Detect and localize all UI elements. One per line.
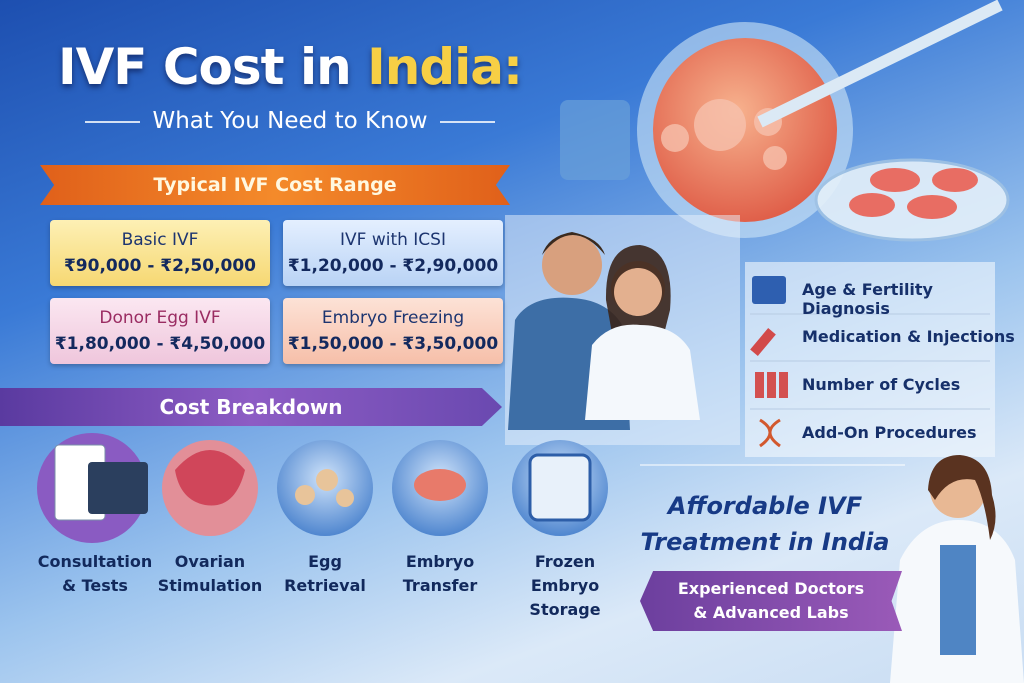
cost-card: Donor Egg IVF ₹1,80,000 - ₹4,50,000 xyxy=(50,298,270,364)
pipette xyxy=(757,0,1003,128)
card-range: ₹1,50,000 - ₹3,50,000 xyxy=(287,334,499,354)
calendar-icon xyxy=(752,276,786,304)
sample xyxy=(870,168,920,192)
label-line: Embryo xyxy=(405,552,475,571)
egg xyxy=(336,489,354,507)
label-line: Frozen xyxy=(534,552,596,571)
doctor-hair xyxy=(928,455,996,540)
factors-panel xyxy=(745,262,995,457)
title-highlight: India: xyxy=(367,38,523,96)
label-line: Ovarian xyxy=(174,552,246,571)
embryo xyxy=(414,469,466,501)
cell xyxy=(661,124,689,152)
card-name: Basic IVF xyxy=(121,230,199,250)
storage-tank xyxy=(528,453,592,522)
man-hair xyxy=(542,232,605,255)
cell xyxy=(694,99,746,151)
ovary xyxy=(175,450,245,506)
egg xyxy=(316,469,338,491)
sample xyxy=(932,168,978,192)
doctor xyxy=(890,455,1024,683)
subtitle: What You Need to Know xyxy=(30,108,550,134)
breakdown-label: Embryo Transfer xyxy=(375,550,505,598)
card-range: ₹90,000 - ₹2,50,000 xyxy=(63,256,257,276)
cost-card: IVF with ICSI ₹1,20,000 - ₹2,90,000 xyxy=(283,220,503,286)
label-line: Retrieval xyxy=(284,576,366,595)
sample xyxy=(907,195,957,219)
breakdown-label: Egg Retrieval xyxy=(260,550,390,598)
breakdown-label: Consultation & Tests xyxy=(30,550,160,598)
label-line: & Tests xyxy=(62,576,128,595)
title-text: IVF Cost in xyxy=(57,38,352,96)
cost-range-heading: Typical IVF Cost Range xyxy=(40,165,510,205)
vial-icon xyxy=(755,372,764,398)
factor: Number of Cycles xyxy=(802,375,961,394)
label-line: Stimulation xyxy=(157,576,263,595)
banner-line: & Advanced Labs xyxy=(693,603,849,622)
breakdown-label: Frozen Embryo Storage xyxy=(500,550,630,622)
title: IVF Cost in India: xyxy=(30,38,550,96)
promo-banner: Experienced Doctors & Advanced Labs xyxy=(640,571,902,631)
breakdown-heading: Cost Breakdown xyxy=(0,388,502,426)
factor: Age & Fertility Diagnosis xyxy=(802,280,933,318)
label-line: Embryo Storage xyxy=(529,576,601,619)
dna-icon xyxy=(759,418,781,448)
card-range: ₹1,80,000 - ₹4,50,000 xyxy=(54,334,266,354)
egg xyxy=(295,485,315,505)
card-range: ₹1,20,000 - ₹2,90,000 xyxy=(287,256,499,276)
pipette-holder xyxy=(560,100,630,180)
card-name: Donor Egg IVF xyxy=(99,308,221,328)
cell xyxy=(763,146,787,170)
vial-icon xyxy=(779,372,788,398)
cost-card: Basic IVF ₹90,000 - ₹2,50,000 xyxy=(50,220,270,286)
woman-coat xyxy=(585,324,700,420)
vial-icon xyxy=(767,372,776,398)
label-line: Transfer xyxy=(402,576,478,595)
sample xyxy=(849,193,895,217)
card-name: Embryo Freezing xyxy=(321,308,465,328)
scrubs xyxy=(940,545,976,655)
breakdown-icons xyxy=(37,433,608,543)
promo-title: Affordable IVF xyxy=(667,492,863,520)
label-line: Consultation xyxy=(37,552,153,571)
man-head xyxy=(542,235,602,295)
cost-card: Embryo Freezing ₹1,50,000 - ₹3,50,000 xyxy=(283,298,503,364)
monitor xyxy=(88,462,148,514)
syringe-icon xyxy=(750,328,776,356)
factor: Medication & Injections xyxy=(802,327,1015,346)
promo-title: Treatment in India xyxy=(640,528,890,556)
label-line: Egg xyxy=(308,552,342,571)
card-name: IVF with ICSI xyxy=(340,230,446,250)
breakdown-label: Ovarian Stimulation xyxy=(145,550,275,598)
factor: Add-On Procedures xyxy=(802,423,977,442)
woman-face xyxy=(614,268,662,316)
factor-icons xyxy=(640,276,990,466)
banner-line: Experienced Doctors xyxy=(677,579,865,598)
